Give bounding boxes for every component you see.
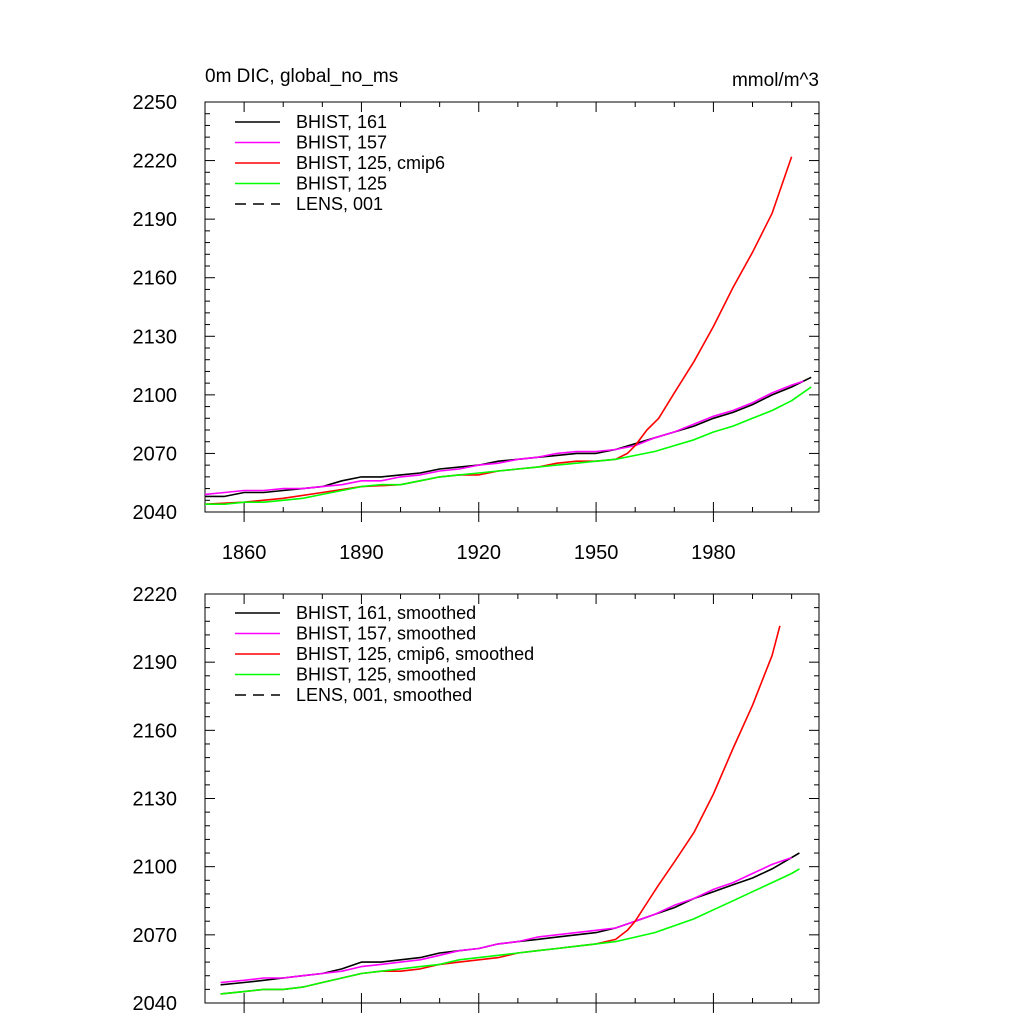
legend-label: BHIST, 161, smoothed xyxy=(296,603,476,623)
y-tick-label: 2130 xyxy=(133,789,178,811)
y-tick-label: 2160 xyxy=(133,268,178,290)
legend-label: LENS, 001, smoothed xyxy=(296,685,472,705)
y-tick-label: 2220 xyxy=(133,584,178,606)
legend-label: BHIST, 161 xyxy=(296,112,387,132)
x-tick-label: 1920 xyxy=(457,542,502,564)
y-tick-label: 2220 xyxy=(133,151,178,173)
top-panel: 2040 2070 2100 2130 2160 2190 2220 2250 1860 1890… xyxy=(133,66,820,564)
series-line xyxy=(205,376,812,498)
x-tick-label: 1980 xyxy=(691,542,736,564)
legend-label: BHIST, 125 xyxy=(296,174,387,194)
y-tick-label: 2190 xyxy=(133,209,178,231)
y-tick-label: 2100 xyxy=(133,385,178,407)
chart-title: 0m DIC, global_no_ms xyxy=(205,66,398,87)
units-label: mmol/m^3 xyxy=(732,70,819,91)
series-line xyxy=(205,386,812,505)
legend-label: BHIST, 125, cmip6 xyxy=(296,153,445,173)
x-tick-label: 1890 xyxy=(339,542,384,564)
legend-label: BHIST, 157, smoothed xyxy=(296,624,476,644)
legend-label: BHIST, 157 xyxy=(296,133,387,153)
y-tick-label: 2040 xyxy=(133,502,178,524)
series-line xyxy=(204,156,793,505)
series-line xyxy=(220,856,792,984)
series-line xyxy=(220,868,800,995)
x-tick-label: 1860 xyxy=(222,542,267,564)
legend-label: BHIST, 125, smoothed xyxy=(296,665,476,685)
y-tick-label: 2250 xyxy=(133,92,178,114)
series-line xyxy=(204,380,804,496)
x-tick-label: 1950 xyxy=(574,542,619,564)
y-tick-label: 2130 xyxy=(133,326,178,348)
bottom-panel: 2040 2070 2100 2130 2160 2190 2220 BHIST, 161, … xyxy=(133,584,820,1015)
y-tick-label: 2100 xyxy=(133,857,178,879)
y-tick-label: 2160 xyxy=(133,720,178,742)
legend-label: LENS, 001 xyxy=(296,194,383,214)
legend-label: BHIST, 125, cmip6, smoothed xyxy=(296,644,534,664)
y-tick-label: 2040 xyxy=(133,993,178,1015)
plot-frame xyxy=(204,101,820,513)
y-tick-label: 2190 xyxy=(133,652,178,674)
series-line xyxy=(220,852,800,986)
y-tick-label: 2070 xyxy=(133,443,178,465)
y-tick-label: 2070 xyxy=(133,925,178,947)
